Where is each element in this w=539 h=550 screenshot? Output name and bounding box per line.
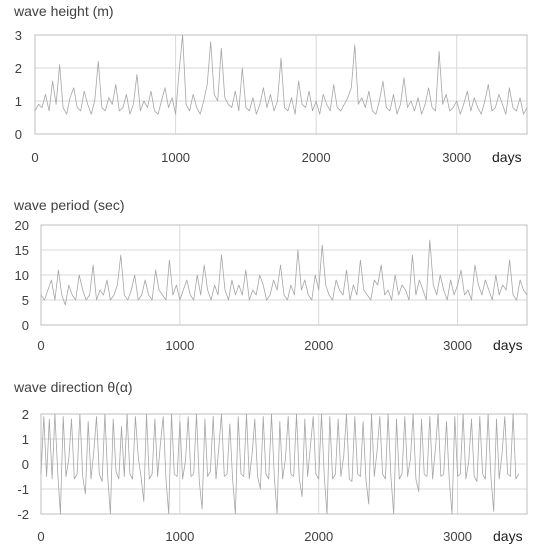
- wave-period-title: wave period (sec): [13, 197, 125, 213]
- wave-direction-x-axis-label: days: [493, 528, 523, 544]
- wave-height-x-ticks: 0 1000 2000 3000: [31, 150, 471, 165]
- wave-direction-y-tick-label: 2: [22, 407, 29, 422]
- wave-direction-title: wave direction θ(α): [13, 379, 133, 395]
- wave-direction-x-tick-label: 2000: [304, 529, 333, 544]
- wave-height-chart: wave height (m) 0 1 2 3 0 1000 2000 3000 days: [13, 3, 528, 165]
- wave-direction-y-ticks: -2 -1 0 1 2: [17, 407, 29, 522]
- wave-height-y-tick-label: 0: [15, 127, 22, 142]
- wave-period-x-tick-label: 1000: [165, 338, 194, 353]
- wave-direction-y-tick-label: 1: [22, 432, 29, 447]
- wave-period-gridlines: [40, 224, 527, 326]
- wave-period-x-tick-label: 3000: [443, 338, 472, 353]
- wave-period-x-tick-label: 0: [37, 338, 44, 353]
- wave-period-plot-frame: [40, 224, 528, 326]
- wave-height-x-tick-label: 0: [31, 150, 38, 165]
- wave-direction-x-tick-label: 0: [37, 529, 44, 544]
- wave-direction-plot-frame: [40, 413, 528, 515]
- wave-height-x-tick-label: 1000: [161, 150, 190, 165]
- wave-height-x-tick-label: 2000: [302, 150, 331, 165]
- wave-period-y-tick-label: 5: [22, 293, 29, 308]
- wave-direction-y-tick-label: -1: [17, 482, 29, 497]
- wave-height-x-tick-label: 3000: [442, 150, 471, 165]
- wave-period-series-line: [40, 239, 528, 306]
- wave-period-x-tick-label: 2000: [304, 338, 333, 353]
- wave-height-x-axis-label: days: [492, 149, 522, 165]
- wave-height-y-tick-label: 2: [15, 61, 22, 76]
- wave-direction-chart: wave direction θ(α) -2 -1 0 1 2 0 1000 2000 300…: [13, 379, 528, 544]
- wave-height-series-line: [34, 34, 528, 115]
- wave-direction-x-tick-label: 1000: [165, 529, 194, 544]
- wave-height-y-ticks: 0 1 2 3: [15, 28, 22, 142]
- wave-period-y-tick-label: 10: [15, 268, 29, 283]
- wave-direction-y-tick-label: 0: [22, 457, 29, 472]
- wave-direction-series-line: [40, 413, 520, 515]
- wave-height-gridlines: [34, 34, 527, 135]
- wave-height-title: wave height (m): [13, 3, 114, 19]
- wave-period-x-ticks: 0 1000 2000 3000: [37, 338, 472, 353]
- wave-direction-x-ticks: 0 1000 2000 3000: [37, 529, 472, 544]
- wave-direction-y-tick-label: -2: [17, 507, 29, 522]
- wave-period-x-axis-label: days: [493, 337, 523, 353]
- wave-period-y-ticks: 0 5 10 15 20: [15, 218, 29, 333]
- wave-period-y-tick-label: 20: [15, 218, 29, 233]
- wave-period-y-tick-label: 15: [15, 243, 29, 258]
- wave-height-y-tick-label: 3: [15, 28, 22, 43]
- wave-height-plot-frame: [34, 34, 528, 135]
- wave-height-y-tick-label: 1: [15, 94, 22, 109]
- wave-direction-x-tick-label: 3000: [443, 529, 472, 544]
- wave-period-y-tick-label: 0: [22, 318, 29, 333]
- wave-period-chart: wave period (sec) 0 5 10 15 20 0 1000 2000 3000…: [13, 197, 528, 353]
